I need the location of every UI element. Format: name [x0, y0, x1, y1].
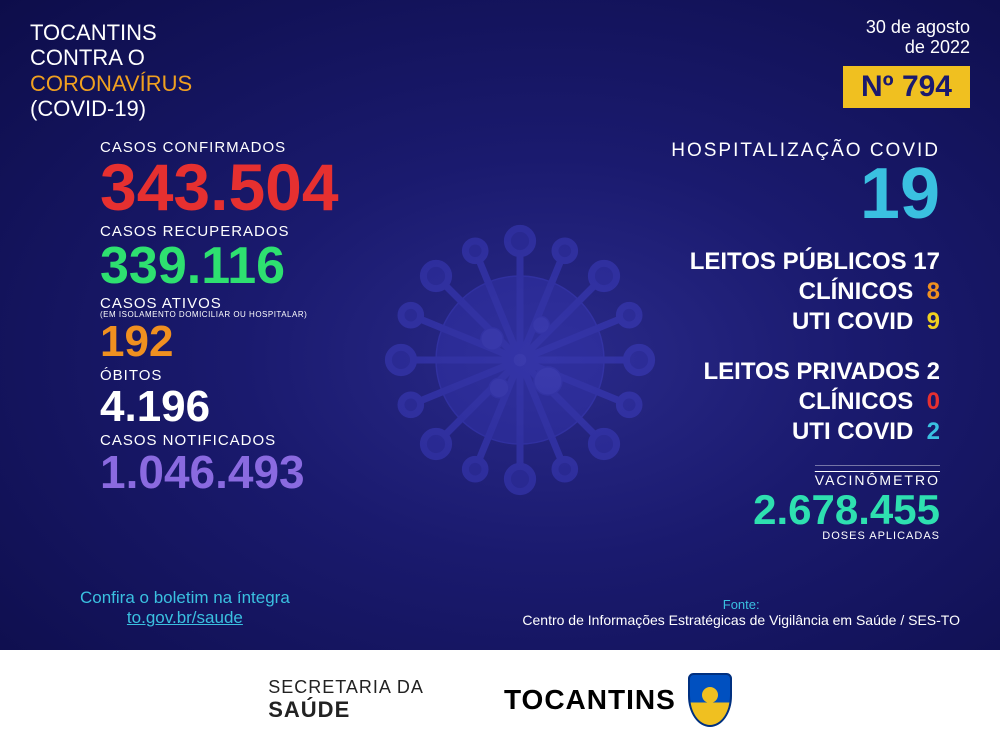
public-clinical-value: 8: [927, 278, 940, 305]
header-right: 30 de agosto de 2022 Nº 794: [843, 18, 970, 108]
date-line2: de 2022: [843, 38, 970, 58]
source-label: Fonte:: [522, 597, 960, 612]
virus-illustration: [380, 220, 660, 500]
private-clinical-label: CLÍNICOS: [799, 388, 914, 415]
tocantins-text: TOCANTINS: [504, 684, 676, 716]
vaccine-value: 2.678.455: [671, 490, 940, 530]
source-block: Fonte: Centro de Informações Estratégica…: [522, 597, 960, 628]
deaths-value: 4.196: [100, 386, 339, 428]
tocantins-logo: TOCANTINS: [504, 673, 732, 727]
secretaria-line1: SECRETARIA DA: [268, 678, 424, 698]
title-line1: TOCANTINS: [30, 20, 192, 45]
private-uti-label: UTI COVID: [792, 418, 913, 445]
public-beds-group: LEITOS PÚBLICOS 17 CLÍNICOS 8 UTI COVID …: [671, 247, 940, 337]
left-stats: CASOS CONFIRMADOS 343.504 CASOS RECUPERA…: [100, 135, 339, 494]
notified-value: 1.046.493: [100, 451, 339, 495]
confirmed-value: 343.504: [100, 156, 339, 219]
private-uti-value: 2: [927, 418, 940, 445]
private-clinical-value: 0: [927, 388, 940, 415]
public-beds-label: LEITOS PÚBLICOS: [690, 248, 907, 275]
link-url[interactable]: to.gov.br/saude: [80, 608, 290, 628]
private-beds-label: LEITOS PRIVADOS: [703, 358, 919, 385]
title-line2: CONTRA O: [30, 45, 192, 70]
link-text: Confira o boletim na íntegra: [80, 588, 290, 608]
title-block: TOCANTINS CONTRA O CORONAVÍRUS (COVID-19…: [30, 20, 192, 121]
link-block: Confira o boletim na íntegra to.gov.br/s…: [80, 588, 290, 628]
active-value: 192: [100, 321, 339, 363]
bulletin-number-badge: Nº 794: [843, 66, 970, 108]
infographic-panel: TOCANTINS CONTRA O CORONAVÍRUS (COVID-19…: [0, 0, 1000, 650]
recovered-value: 339.116: [100, 242, 339, 291]
title-covid: (COVID-19): [30, 96, 192, 121]
vaccine-label: VACINÔMETRO: [815, 465, 940, 488]
public-beds-value: 17: [913, 248, 940, 275]
footer: SECRETARIA DA SAÚDE TOCANTINS: [0, 650, 1000, 750]
hospitalization-value: 19: [671, 162, 940, 227]
date-line1: 30 de agosto: [843, 18, 970, 38]
private-beds-group: LEITOS PRIVADOS 2 CLÍNICOS 0 UTI COVID 2: [671, 357, 940, 447]
secretaria-logo-text: SECRETARIA DA SAÚDE: [268, 678, 424, 722]
public-clinical-label: CLÍNICOS: [799, 278, 914, 305]
title-corona: CORONAVÍRUS: [30, 71, 192, 96]
public-uti-value: 9: [927, 308, 940, 335]
secretaria-line2: SAÚDE: [268, 698, 424, 722]
right-stats: HOSPITALIZAÇÃO COVID 19 LEITOS PÚBLICOS …: [671, 140, 940, 542]
private-beds-value: 2: [927, 358, 940, 385]
public-uti-label: UTI COVID: [792, 308, 913, 335]
source-text: Centro de Informações Estratégicas de Vi…: [522, 612, 960, 628]
shield-icon: [688, 673, 732, 727]
